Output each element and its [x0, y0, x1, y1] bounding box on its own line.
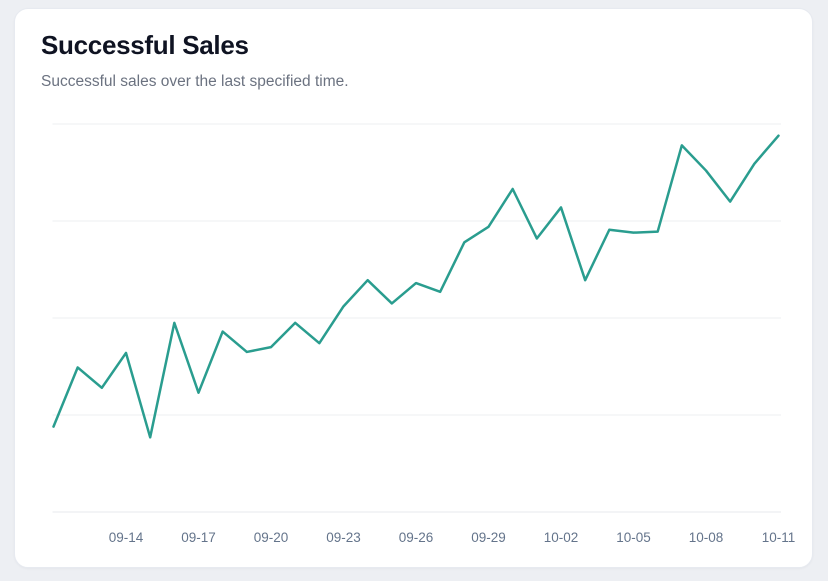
sales-card: Successful Sales Successful sales over t…: [14, 8, 813, 568]
x-tick-label: 09-20: [254, 530, 289, 545]
x-tick-label: 09-29: [471, 530, 506, 545]
x-tick-label: 09-23: [326, 530, 361, 545]
x-tick-label: 09-26: [399, 530, 434, 545]
x-tick-label: 10-02: [544, 530, 579, 545]
sales-line-series: [52, 134, 780, 439]
card-subtitle: Successful sales over the last specified…: [41, 73, 349, 90]
x-tick-label: 10-11: [762, 530, 796, 545]
x-tick-label: 09-14: [109, 530, 144, 545]
x-tick-label: 10-05: [616, 530, 651, 545]
x-tick-label: 09-17: [181, 530, 216, 545]
x-axis-tick-labels: 09-14 09-17 09-20 09-23 09-26 09-29 10-02 10-05…: [109, 530, 796, 545]
x-tick-label: 10-08: [689, 530, 724, 545]
card-title: Successful Sales: [41, 30, 249, 60]
